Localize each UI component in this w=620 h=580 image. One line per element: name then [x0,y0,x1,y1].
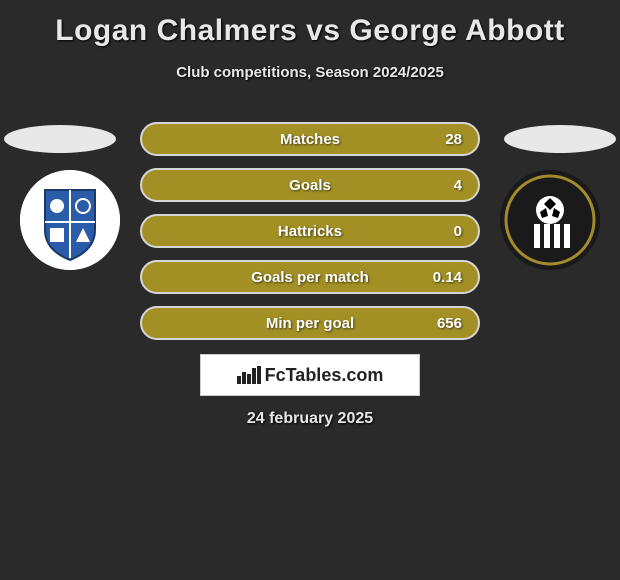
stat-row: Min per goal 656 [140,306,480,340]
comparison-card: Logan Chalmers vs George Abbott Club com… [0,0,620,580]
stat-value: 0 [454,223,462,240]
barchart-icon [237,366,259,384]
stat-label: Goals per match [251,269,369,286]
right-club-badge [500,170,600,270]
left-club-badge [20,170,120,270]
date-text: 24 february 2025 [0,410,620,428]
right-flag-ellipse [504,125,616,153]
subtitle: Club competitions, Season 2024/2025 [0,64,620,81]
stat-value: 0.14 [433,269,462,286]
page-title: Logan Chalmers vs George Abbott [0,0,620,48]
left-flag-ellipse [4,125,116,153]
stat-row: Goals 4 [140,168,480,202]
branding-text: FcTables.com [265,365,384,386]
stats-pill-list: Matches 28 Goals 4 Hattricks 0 Goals per… [140,122,480,352]
stat-label: Goals [289,177,331,194]
stat-row: Hattricks 0 [140,214,480,248]
stat-value: 28 [445,131,462,148]
stat-label: Matches [280,131,340,148]
stat-value: 4 [454,177,462,194]
stat-row: Matches 28 [140,122,480,156]
stat-value: 656 [437,315,462,332]
tranmere-rovers-crest-icon [20,170,120,270]
stat-label: Hattricks [278,223,342,240]
stat-label: Min per goal [266,315,354,332]
stat-row: Goals per match 0.14 [140,260,480,294]
notts-county-crest-icon [500,170,600,270]
branding-box: FcTables.com [200,354,420,396]
